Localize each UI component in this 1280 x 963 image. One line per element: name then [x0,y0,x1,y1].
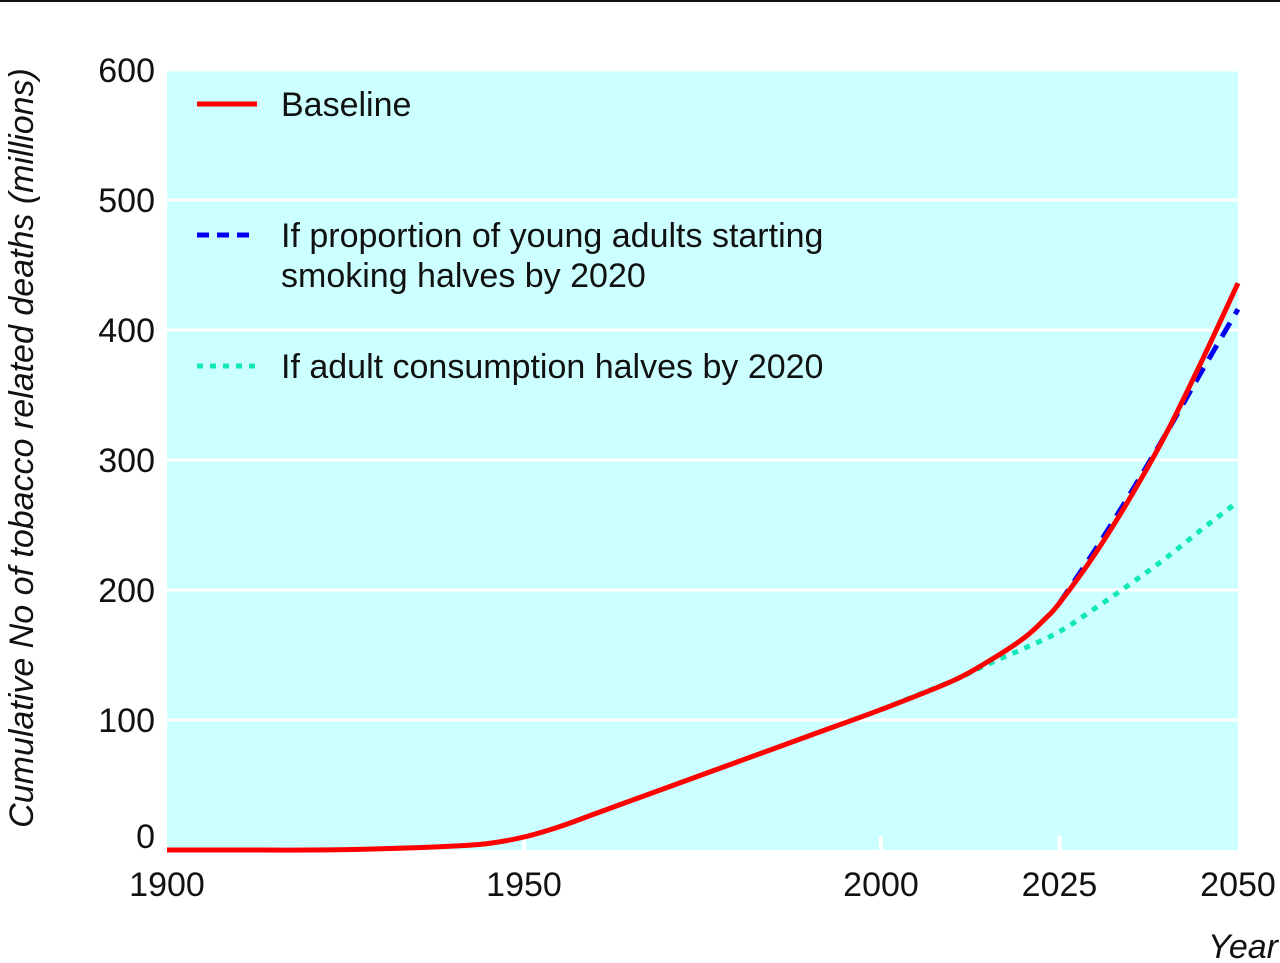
y-tick-label: 200 [98,572,155,610]
y-tick-label: 500 [98,182,155,220]
y-tick-label: 600 [98,52,155,90]
y-axis-tick-labels: 0 100 200 300 400 500 600 [98,52,155,856]
legend-label: Baseline [281,86,411,124]
x-tick-label: 1900 [129,866,205,904]
legend: Baseline If proportion of young adults st… [197,86,823,386]
y-tick-label: 300 [98,442,155,480]
x-tick-label: 2025 [1022,866,1098,904]
series-lines [166,282,1241,853]
legend-label: If adult consumption halves by 2020 [281,348,823,386]
legend-label: smoking halves by 2020 [281,257,646,295]
x-tick-label: 2050 [1200,866,1276,904]
x-tick-label: 2000 [843,866,919,904]
x-axis-tick-labels: 1900 1950 2000 2025 2050 [129,866,1276,904]
legend-label: If proportion of young adults starting [281,217,823,255]
plot-area [167,68,1238,850]
y-tick-label: 400 [98,312,155,350]
y-tick-label: 100 [98,702,155,740]
y-tick-label: 0 [136,818,155,856]
x-axis-title: Year [1208,928,1280,963]
series-line-1 [166,282,1241,853]
x-tick-label: 1950 [486,866,562,904]
y-axis-title: Cumulative No of tobacco related deaths … [3,68,41,828]
